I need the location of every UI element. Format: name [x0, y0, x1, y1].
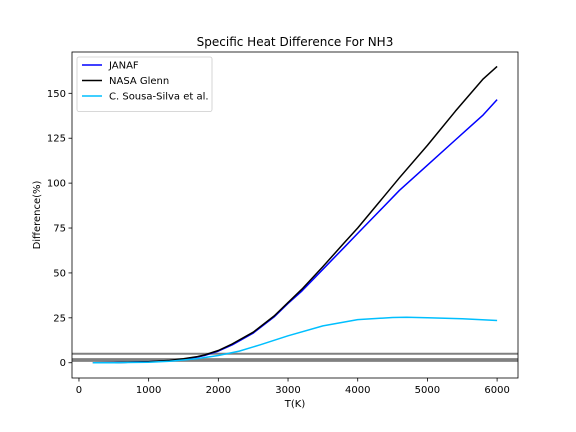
chart-title: Specific Heat Difference For NH3	[197, 35, 394, 49]
y-tick-label: 50	[53, 268, 66, 279]
legend: JANAF NASA Glenn C. Sousa-Silva et al.	[76, 56, 213, 112]
plot-area: 0 1000 2000 3000 4000 5000 6000 0 25 50 75 100 125 15…	[47, 51, 519, 396]
legend-label-3: C. Sousa-Silva et al.	[109, 92, 209, 103]
y-tick-label: 100	[47, 179, 66, 190]
y-tick-label: 25	[53, 313, 66, 324]
x-tick-label: 2000	[206, 385, 231, 396]
x-tick-label: 6000	[484, 385, 509, 396]
y-axis-label: Difference(%)	[32, 180, 43, 249]
legend-label-1: JANAF	[108, 61, 139, 72]
x-tick-label: 4000	[345, 385, 370, 396]
series-line-2	[92, 65, 498, 364]
y-tick-label: 150	[47, 89, 66, 100]
x-tick-label: 3000	[275, 385, 300, 396]
x-tick-label: 0	[76, 385, 82, 396]
legend-label-2: NASA Glenn	[109, 76, 169, 87]
y-tick-label: 125	[47, 134, 66, 145]
axes-frame	[71, 51, 519, 379]
x-tick-label: 5000	[415, 385, 440, 396]
series-line-3	[92, 316, 498, 364]
legend-box	[76, 56, 213, 112]
series-group	[92, 65, 498, 364]
y-tick-label: 75	[53, 224, 66, 235]
y-tick-label: 0	[60, 358, 66, 369]
x-tick-label: 1000	[136, 385, 161, 396]
x-axis-label: T(K)	[284, 399, 306, 410]
